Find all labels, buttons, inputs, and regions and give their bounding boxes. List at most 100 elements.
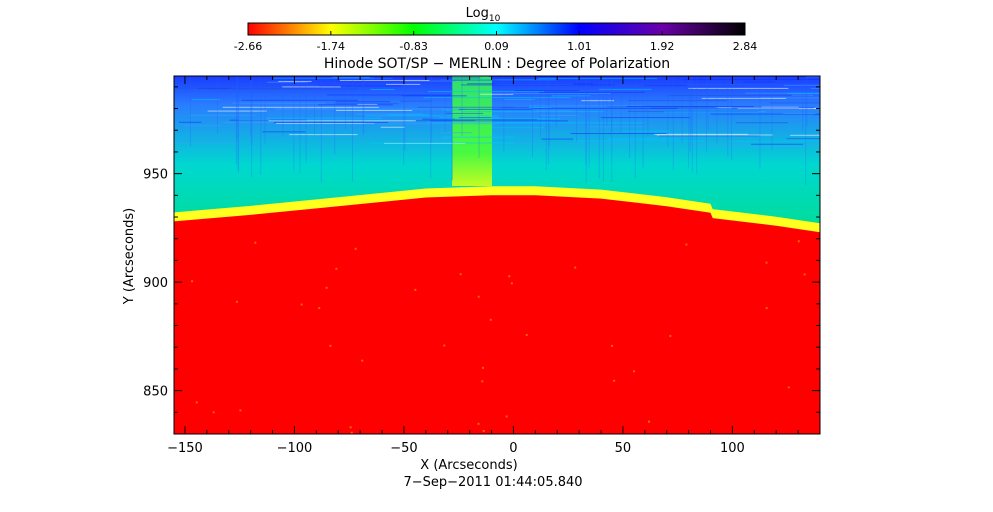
disk-speck bbox=[648, 420, 651, 423]
noise-streak bbox=[276, 123, 375, 125]
noise-streak bbox=[335, 103, 399, 105]
noise-column bbox=[620, 76, 622, 135]
noise-streak bbox=[278, 80, 312, 82]
disk-speck bbox=[329, 344, 332, 347]
disk-speck bbox=[325, 286, 328, 289]
noise-column bbox=[251, 76, 253, 177]
noise-column bbox=[555, 76, 557, 127]
noise-streak bbox=[440, 132, 473, 134]
noise-streak bbox=[364, 115, 499, 117]
noise-streak bbox=[289, 134, 358, 136]
noise-column bbox=[236, 76, 238, 139]
noise-streak bbox=[598, 88, 652, 90]
noise-streak bbox=[238, 119, 271, 121]
disk-speck bbox=[349, 426, 352, 429]
x-tick-label: 0 bbox=[509, 441, 517, 456]
colorbar-tick-label: 0.09 bbox=[484, 40, 509, 53]
noise-streak bbox=[354, 113, 423, 115]
noise-streak bbox=[511, 92, 611, 94]
noise-streak bbox=[222, 106, 379, 108]
noise-streak bbox=[627, 110, 759, 112]
noise-streak bbox=[466, 83, 593, 85]
noise-streak bbox=[491, 127, 545, 129]
noise-streak bbox=[365, 123, 497, 125]
disk-speck bbox=[239, 409, 242, 412]
noise-column bbox=[451, 76, 453, 182]
off-limb-noise bbox=[175, 76, 820, 186]
disk-speck bbox=[254, 241, 257, 244]
noise-streak bbox=[529, 105, 644, 107]
noise-streak bbox=[183, 125, 222, 127]
noise-column bbox=[806, 76, 808, 127]
disk-speck bbox=[482, 429, 485, 432]
noise-column bbox=[771, 76, 773, 151]
disk-speck bbox=[632, 370, 635, 373]
disk-speck bbox=[477, 295, 480, 298]
noise-streak bbox=[458, 117, 492, 119]
noise-column bbox=[696, 76, 698, 175]
disk-speck bbox=[525, 333, 528, 336]
noise-streak bbox=[626, 106, 754, 108]
noise-streak bbox=[621, 130, 670, 132]
colorbar-tick-label: 1.01 bbox=[567, 40, 592, 53]
x-axis-label: X (Arcseconds) bbox=[420, 458, 517, 473]
noise-streak bbox=[488, 76, 573, 78]
noise-streak bbox=[760, 97, 820, 99]
noise-streak bbox=[743, 81, 775, 83]
noise-streak bbox=[783, 112, 816, 114]
noise-streak bbox=[401, 79, 470, 81]
disk-speck bbox=[669, 335, 672, 338]
noise-column bbox=[362, 76, 364, 136]
disk-speck bbox=[510, 282, 513, 285]
disk-speck bbox=[685, 243, 688, 246]
noise-streak bbox=[266, 81, 308, 83]
noise-streak bbox=[430, 120, 568, 122]
disk-speck bbox=[489, 318, 492, 321]
noise-streak bbox=[654, 133, 748, 135]
noise-streak bbox=[339, 79, 430, 81]
noise-column bbox=[478, 76, 480, 159]
solar-disk-region bbox=[174, 195, 820, 434]
disk-specks bbox=[191, 240, 806, 434]
noise-streak bbox=[273, 122, 389, 124]
noise-streak bbox=[514, 90, 579, 92]
colorbar-title: Log10 bbox=[466, 6, 501, 24]
noise-streak bbox=[336, 108, 466, 110]
noise-streak bbox=[751, 143, 804, 145]
noise-column bbox=[707, 76, 709, 131]
disk-speck bbox=[477, 422, 480, 425]
noise-streak bbox=[318, 85, 402, 87]
noise-streak bbox=[268, 120, 416, 122]
noise-streak bbox=[813, 114, 820, 116]
noise-column bbox=[503, 76, 505, 151]
colorbar-ticks: -2.66 -1.74 -0.83 0.09 1.01 1.92 2.84 bbox=[234, 31, 757, 53]
noise-streak bbox=[417, 106, 514, 108]
noise-column bbox=[351, 76, 353, 182]
noise-column bbox=[314, 76, 316, 135]
noise-streak bbox=[380, 126, 405, 128]
noise-streak bbox=[628, 100, 727, 102]
colorbar-tick-label: -1.74 bbox=[317, 40, 345, 53]
noise-streak bbox=[318, 104, 393, 106]
x-tick-label: −50 bbox=[390, 441, 417, 456]
disk-speck bbox=[797, 240, 800, 243]
noise-streak bbox=[335, 101, 390, 103]
disk-speck bbox=[505, 415, 508, 418]
noise-streak bbox=[370, 89, 395, 91]
noise-streak bbox=[433, 118, 560, 120]
disk-speck bbox=[803, 273, 806, 276]
noise-streak bbox=[790, 134, 820, 136]
noise-streak bbox=[819, 96, 820, 98]
noise-column bbox=[606, 76, 608, 127]
colorbar-tick-label: 1.92 bbox=[650, 40, 675, 53]
x-tick-label: −150 bbox=[167, 441, 203, 456]
noise-streak bbox=[496, 122, 644, 124]
disk-speck bbox=[787, 386, 790, 389]
noise-streak bbox=[275, 108, 363, 110]
noise-column bbox=[293, 76, 295, 172]
noise-column bbox=[705, 76, 707, 152]
disk-speck bbox=[361, 359, 364, 362]
noise-streak bbox=[769, 102, 820, 104]
noise-column bbox=[647, 76, 649, 136]
y-axis-label: Y (Arcseconds) bbox=[122, 208, 137, 305]
